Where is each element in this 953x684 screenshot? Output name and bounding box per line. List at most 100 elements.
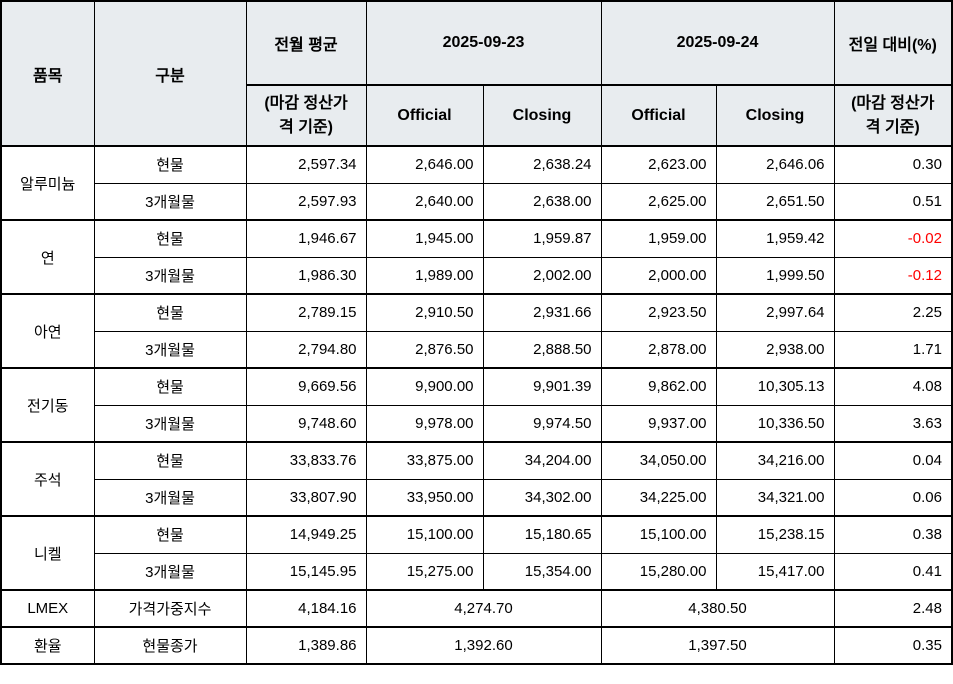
date1-merged-cell: 4,274.70 [365,589,602,628]
item-cell: 환율 [0,626,95,665]
category-cell: 현물 [93,515,247,554]
date1-official-cell: 9,978.00 [365,404,484,443]
prev-avg-cell: 1,389.86 [245,626,367,665]
date2-closing-cell: 15,238.15 [715,515,835,554]
header-closing-date1: Closing [482,84,602,147]
header-date-2: 2025-09-24 [600,0,835,86]
category-cell: 3개월물 [93,404,247,443]
date2-closing-cell: 2,651.50 [715,182,835,221]
category-cell: 현물 [93,293,247,332]
header-change: 전일 대비(%) [833,0,953,86]
header-change-note: (마감 정산가 격 기준) [833,84,953,147]
date2-closing-cell: 2,938.00 [715,330,835,369]
item-cell: 알루미늄 [0,145,95,221]
change-cell: -0.12 [833,256,953,295]
date2-official-cell: 2,923.50 [600,293,717,332]
date1-official-cell: 15,100.00 [365,515,484,554]
table-row: 3개월물 1,986.30 1,989.00 2,002.00 2,000.00 1,99… [1,256,953,295]
prev-avg-cell: 9,748.60 [245,404,367,443]
date1-official-cell: 1,945.00 [365,219,484,258]
header-row-1: 품목 구분 전월 평균 2025-09-23 2025-09-24 전일 대비(… [0,0,953,147]
category-cell: 현물 [93,441,247,480]
change-cell: 4.08 [833,367,953,406]
table-row: 3개월물 33,807.90 33,950.00 34,302.00 34,225.00… [1,478,953,517]
date1-merged-cell: 1,392.60 [365,626,602,665]
item-cell: 전기동 [0,367,95,443]
header-category: 구분 [93,0,247,147]
date2-official-cell: 2,623.00 [600,145,717,184]
date1-closing-cell: 15,354.00 [482,552,602,591]
date2-merged-cell: 1,397.50 [600,626,835,665]
header-date-1: 2025-09-23 [365,0,602,86]
prev-avg-cell: 1,946.67 [245,219,367,258]
date1-official-cell: 33,950.00 [365,478,484,517]
prev-avg-cell: 9,669.56 [245,367,367,406]
header-prev-avg-note: (마감 정산가 격 기준) [245,84,367,147]
header-official-date2: Official [600,84,717,147]
header-closing-date2: Closing [715,84,835,147]
date2-closing-cell: 1,959.42 [715,219,835,258]
date2-closing-cell: 1,999.50 [715,256,835,295]
item-cell: 주석 [0,441,95,517]
date2-official-cell: 2,878.00 [600,330,717,369]
prev-avg-cell: 33,833.76 [245,441,367,480]
category-cell: 가격가중지수 [93,589,247,628]
header-item: 품목 [0,0,95,147]
date2-official-cell: 2,625.00 [600,182,717,221]
table-row: 니켈 현물 14,949.25 15,100.00 15,180.65 15,100.00… [0,515,953,591]
header-prev-avg: 전월 평균 [245,0,367,86]
prev-avg-cell: 14,949.25 [245,515,367,554]
date2-official-cell: 15,100.00 [600,515,717,554]
date1-closing-cell: 2,638.24 [482,145,602,184]
category-cell: 현물종가 [93,626,247,665]
table-row: 아연 현물 2,789.15 2,910.50 2,931.66 2,923.50 2,99… [0,293,953,369]
date2-closing-cell: 15,417.00 [715,552,835,591]
change-cell: 0.30 [833,145,953,184]
date1-closing-cell: 1,959.87 [482,219,602,258]
change-cell: -0.02 [833,219,953,258]
table-row: 3개월물 9,748.60 9,978.00 9,974.50 9,937.00 10,3… [1,404,953,443]
change-cell: 0.51 [833,182,953,221]
change-cell: 0.38 [833,515,953,554]
prev-avg-cell: 2,597.93 [245,182,367,221]
table-row: 전기동 현물 9,669.56 9,900.00 9,901.39 9,862.00 10,… [0,367,953,443]
date2-official-cell: 15,280.00 [600,552,717,591]
date2-closing-cell: 10,305.13 [715,367,835,406]
change-cell: 3.63 [833,404,953,443]
date2-official-cell: 9,862.00 [600,367,717,406]
table-body: 알루미늄 현물 2,597.34 2,646.00 2,638.24 2,623.00 2,… [0,145,953,665]
date1-official-cell: 2,646.00 [365,145,484,184]
date1-closing-cell: 2,888.50 [482,330,602,369]
category-cell: 3개월물 [93,552,247,591]
date1-closing-cell: 15,180.65 [482,515,602,554]
table-row: 알루미늄 현물 2,597.34 2,646.00 2,638.24 2,623.00 2,… [0,145,953,221]
date2-closing-cell: 2,997.64 [715,293,835,332]
header-row-2: (마감 정산가 격 기준) Official Closing Official … [1,84,953,147]
date1-closing-cell: 9,901.39 [482,367,602,406]
change-cell: 0.04 [833,441,953,480]
prev-avg-cell: 1,986.30 [245,256,367,295]
table-row: 주석 현물 33,833.76 33,875.00 34,204.00 34,050.00… [0,441,953,517]
date2-closing-cell: 2,646.06 [715,145,835,184]
date1-closing-cell: 2,638.00 [482,182,602,221]
category-cell: 3개월물 [93,256,247,295]
date2-official-cell: 2,000.00 [600,256,717,295]
lme-price-table: 품목 구분 전월 평균 2025-09-23 2025-09-24 전일 대비(… [0,0,953,665]
prev-avg-cell: 15,145.95 [245,552,367,591]
change-cell: 0.06 [833,478,953,517]
date2-closing-cell: 34,321.00 [715,478,835,517]
category-cell: 3개월물 [93,330,247,369]
date2-merged-cell: 4,380.50 [600,589,835,628]
change-cell: 0.41 [833,552,953,591]
date1-official-cell: 2,910.50 [365,293,484,332]
category-cell: 3개월물 [93,478,247,517]
date1-official-cell: 1,989.00 [365,256,484,295]
date1-closing-cell: 9,974.50 [482,404,602,443]
date1-closing-cell: 2,002.00 [482,256,602,295]
item-cell: LMEX [0,589,95,628]
date1-closing-cell: 2,931.66 [482,293,602,332]
table-row: 3개월물 2,794.80 2,876.50 2,888.50 2,878.00 2,93… [1,330,953,369]
prev-avg-cell: 2,789.15 [245,293,367,332]
table-row: 3개월물 2,597.93 2,640.00 2,638.00 2,625.00 2,65… [1,182,953,221]
